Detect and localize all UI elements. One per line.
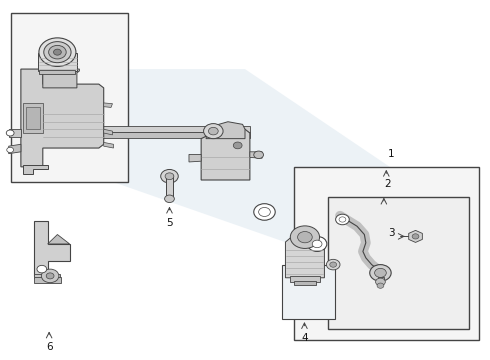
- Bar: [294, 281, 316, 284]
- Polygon shape: [104, 103, 113, 107]
- Circle shape: [208, 127, 218, 135]
- Polygon shape: [104, 129, 113, 135]
- Circle shape: [49, 45, 66, 59]
- Circle shape: [254, 151, 264, 158]
- Circle shape: [203, 123, 223, 139]
- Bar: [99, 126, 250, 132]
- Polygon shape: [206, 122, 245, 139]
- Circle shape: [297, 231, 312, 243]
- Polygon shape: [189, 154, 201, 162]
- Polygon shape: [286, 237, 324, 278]
- Circle shape: [259, 207, 270, 216]
- Circle shape: [412, 234, 419, 239]
- Text: 1: 1: [388, 149, 394, 158]
- Circle shape: [336, 214, 349, 225]
- Circle shape: [330, 262, 337, 267]
- Circle shape: [254, 204, 275, 220]
- Bar: [99, 132, 250, 138]
- Circle shape: [7, 147, 14, 153]
- Circle shape: [6, 130, 14, 136]
- Polygon shape: [34, 221, 70, 276]
- Circle shape: [39, 38, 76, 67]
- Bar: [26, 107, 40, 129]
- Circle shape: [161, 170, 178, 183]
- Circle shape: [290, 226, 319, 248]
- Circle shape: [312, 240, 322, 248]
- Polygon shape: [21, 69, 104, 167]
- Text: 5: 5: [166, 217, 173, 228]
- Polygon shape: [34, 274, 60, 278]
- Circle shape: [326, 259, 340, 270]
- Polygon shape: [104, 143, 114, 148]
- Polygon shape: [24, 165, 48, 174]
- Polygon shape: [250, 152, 262, 158]
- Polygon shape: [9, 144, 21, 154]
- Circle shape: [44, 42, 71, 63]
- Polygon shape: [201, 129, 250, 180]
- Polygon shape: [70, 69, 479, 310]
- Circle shape: [339, 217, 346, 222]
- Polygon shape: [34, 277, 61, 283]
- Circle shape: [165, 173, 174, 180]
- Polygon shape: [409, 230, 422, 242]
- Bar: [11, 13, 128, 182]
- Text: 2: 2: [385, 179, 391, 189]
- Circle shape: [46, 273, 54, 279]
- Circle shape: [370, 265, 391, 281]
- Circle shape: [233, 142, 242, 149]
- Bar: [24, 103, 43, 133]
- Circle shape: [53, 49, 61, 55]
- Circle shape: [375, 278, 385, 286]
- Bar: [38, 53, 77, 71]
- Polygon shape: [377, 276, 384, 281]
- Bar: [290, 276, 319, 282]
- Circle shape: [374, 268, 386, 278]
- Bar: [294, 167, 479, 340]
- Polygon shape: [9, 129, 21, 137]
- Bar: [282, 265, 335, 319]
- Text: 3: 3: [389, 228, 395, 238]
- Bar: [39, 70, 75, 73]
- Circle shape: [307, 237, 327, 251]
- Text: 4: 4: [301, 333, 308, 343]
- Polygon shape: [48, 234, 70, 244]
- Circle shape: [37, 265, 47, 273]
- Bar: [166, 175, 173, 199]
- Bar: [328, 197, 469, 329]
- Circle shape: [165, 195, 174, 203]
- Text: 6: 6: [46, 342, 52, 352]
- Circle shape: [377, 283, 384, 288]
- Circle shape: [41, 269, 59, 283]
- Polygon shape: [43, 69, 79, 88]
